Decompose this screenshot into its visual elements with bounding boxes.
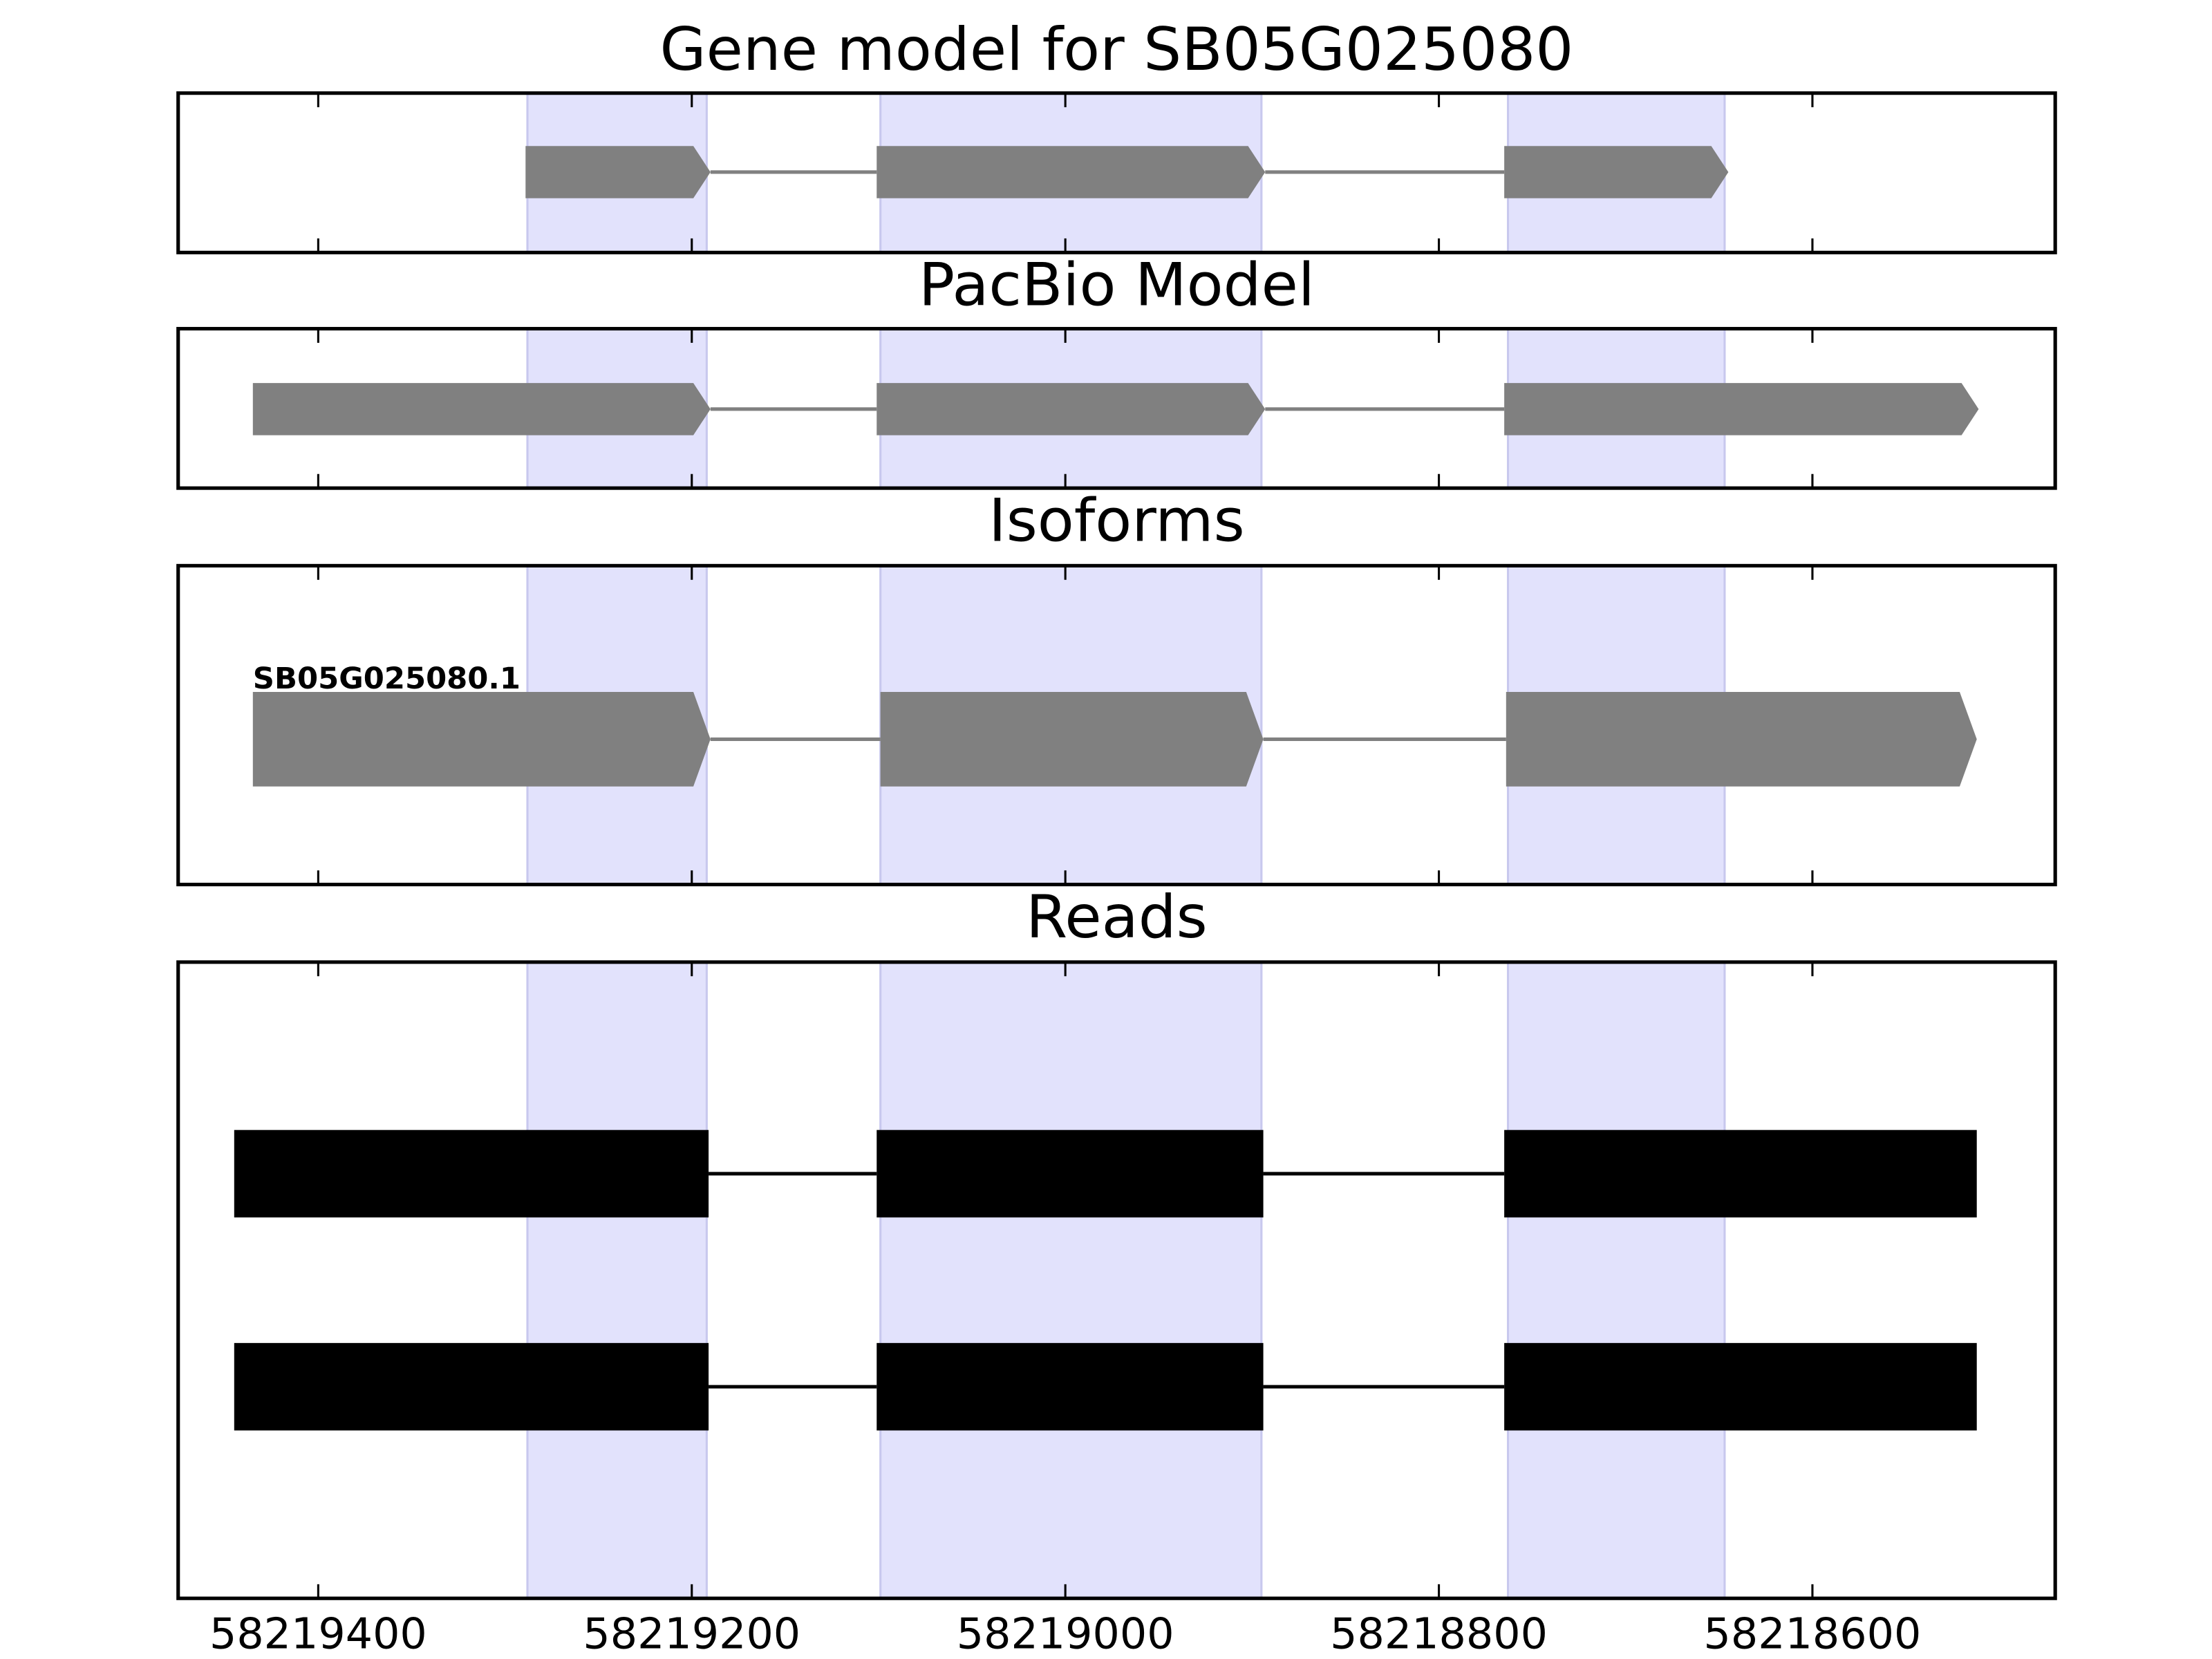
exon	[1504, 1342, 1977, 1431]
exon	[252, 692, 711, 787]
x-tick-label: 58219200	[583, 1609, 800, 1659]
panel-title: Isoforms	[988, 487, 1245, 556]
exon-highlight	[879, 961, 1263, 1600]
panel-title: Gene model for SB05G025080	[660, 15, 1574, 84]
axes-frame	[176, 960, 2057, 1600]
exon	[1504, 1130, 1977, 1218]
x-tick-label: 58218600	[1704, 1609, 1922, 1659]
panel-title: PacBio Model	[919, 251, 1315, 320]
exon-highlight	[526, 961, 708, 1600]
exon	[880, 692, 1264, 787]
exon-highlight	[1506, 961, 1726, 1600]
x-tick-label: 58219400	[209, 1609, 427, 1659]
axes-frame	[176, 326, 2057, 490]
exon	[1504, 146, 1729, 198]
exon	[525, 146, 711, 198]
exon	[877, 146, 1266, 198]
isoform-label: SB05G025080.1	[253, 662, 521, 696]
exon	[1504, 383, 1979, 435]
exon	[234, 1342, 709, 1431]
x-tick-label: 58219000	[957, 1609, 1174, 1659]
axes-frame	[176, 563, 2057, 887]
panel-title: Reads	[1026, 883, 1208, 952]
exon	[877, 1130, 1264, 1218]
exon	[234, 1130, 709, 1218]
x-tick-label: 58218800	[1330, 1609, 1548, 1659]
exon	[252, 383, 711, 435]
exon	[1506, 692, 1977, 787]
axes-frame	[176, 91, 2057, 254]
exon	[877, 1342, 1264, 1431]
exon	[877, 383, 1266, 435]
